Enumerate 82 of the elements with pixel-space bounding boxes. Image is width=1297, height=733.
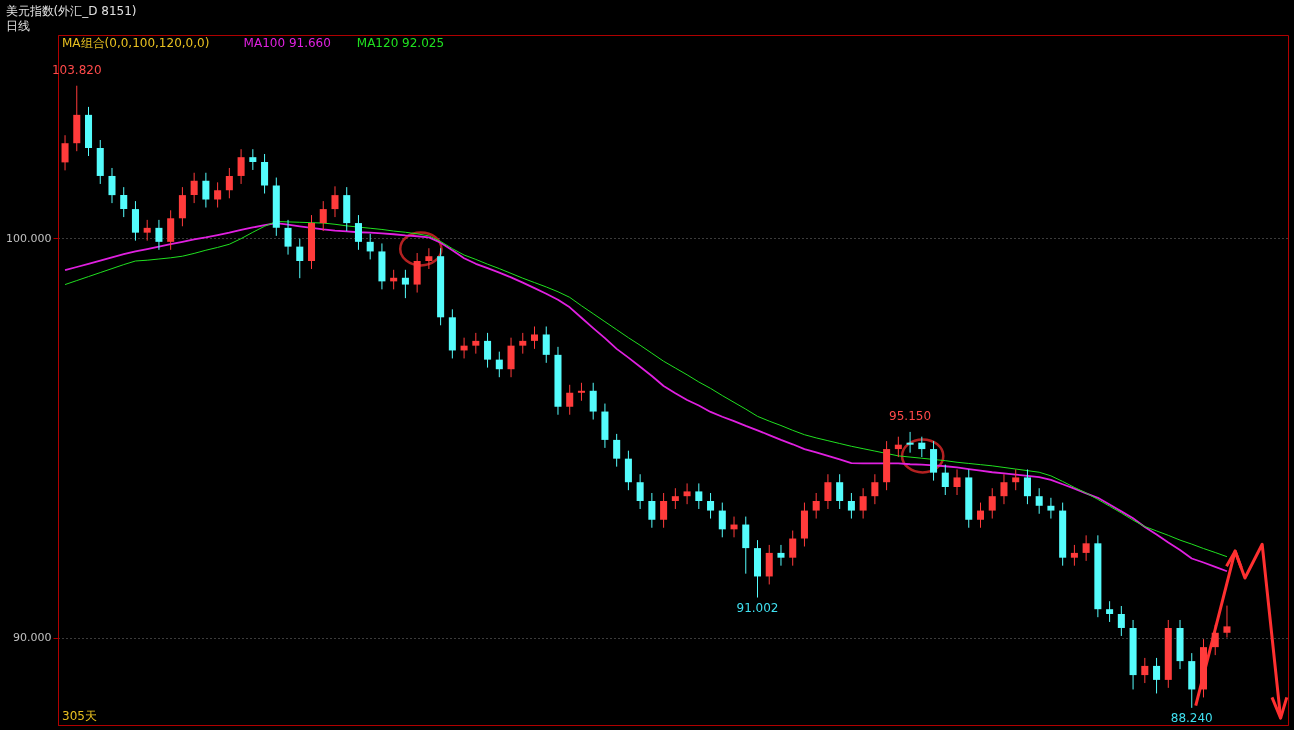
candlestick	[296, 238, 304, 279]
candlestick	[519, 332, 527, 355]
candlestick	[1106, 600, 1114, 623]
candlestick	[202, 172, 210, 208]
candlestick	[812, 492, 820, 520]
annotation: 95.150	[889, 408, 932, 423]
candlestick	[742, 516, 750, 575]
annotation: 91.002	[736, 600, 779, 615]
candlestick	[167, 209, 175, 251]
annotation: 88.240	[1170, 710, 1213, 725]
candlestick	[906, 431, 914, 454]
y-tick-label: 100.000	[6, 231, 52, 245]
candlestick	[225, 167, 233, 199]
candlestick	[1153, 657, 1161, 694]
candlestick	[143, 219, 151, 242]
chart-subtitle: 日线	[5, 19, 30, 33]
candlestick	[1082, 534, 1090, 562]
legend-title: MA组合(0,0,100,120,0,0)	[62, 36, 210, 50]
candlestick	[941, 464, 949, 496]
candlestick	[589, 382, 597, 421]
candlestick	[1000, 473, 1008, 505]
candlestick	[859, 487, 867, 520]
candlestick	[542, 325, 550, 364]
candlestick	[683, 482, 691, 505]
candlestick	[1117, 605, 1125, 637]
candlestick	[120, 186, 128, 218]
candlestick	[472, 332, 480, 355]
candlestick	[484, 332, 492, 369]
candlestick	[319, 200, 327, 232]
text: MA100 91.660	[243, 36, 331, 50]
candlestick	[1035, 487, 1043, 515]
candlestick	[718, 502, 726, 538]
candlestick	[507, 337, 515, 378]
candlestick	[261, 153, 269, 195]
candlestick	[190, 172, 198, 204]
candlestick	[354, 214, 362, 251]
text: MA120 92.025	[356, 36, 445, 50]
candlestick	[695, 482, 703, 510]
candlestick	[671, 487, 679, 510]
candlestick	[214, 181, 222, 208]
candlestick	[331, 185, 339, 218]
candlestick	[1141, 657, 1149, 684]
candlestick	[636, 473, 644, 510]
candlestick	[566, 384, 574, 416]
chart-title: 美元指数(外汇_D 8151)	[5, 4, 137, 18]
candlestick	[765, 544, 773, 585]
candlestick	[624, 450, 632, 491]
candlestick	[1047, 497, 1055, 520]
candlestick	[918, 436, 926, 458]
candlestick	[777, 544, 785, 567]
candlestick	[108, 167, 116, 204]
candlestick	[131, 200, 139, 242]
candlestick	[366, 233, 374, 260]
candlestick	[836, 473, 844, 510]
candlestick	[976, 502, 985, 529]
candlestick	[707, 492, 715, 520]
candlestick	[1211, 624, 1219, 656]
candlestick	[249, 148, 257, 171]
candlestick	[1012, 468, 1020, 491]
candlestick	[789, 530, 797, 567]
candlestick	[178, 186, 186, 227]
candlestick	[61, 134, 69, 171]
candlestick	[1023, 468, 1031, 505]
candlestick	[237, 148, 245, 185]
candlestick	[530, 325, 539, 350]
candlestick	[847, 492, 855, 520]
candlestick	[660, 492, 668, 529]
candlestick	[1070, 544, 1078, 567]
candlestick	[648, 492, 656, 529]
candlestick	[953, 468, 961, 496]
candlestick	[613, 433, 621, 468]
candlestick	[284, 219, 292, 256]
candlestick	[401, 269, 409, 299]
candlestick	[988, 487, 996, 520]
y-tick-label: 90.000	[13, 631, 52, 645]
candlestick	[155, 219, 163, 251]
annotation: 305天	[62, 709, 97, 723]
candlestick	[495, 351, 503, 378]
candlestick	[871, 473, 879, 505]
candlestick	[1223, 605, 1231, 639]
candlestick	[930, 440, 938, 482]
candlestick	[824, 473, 832, 510]
